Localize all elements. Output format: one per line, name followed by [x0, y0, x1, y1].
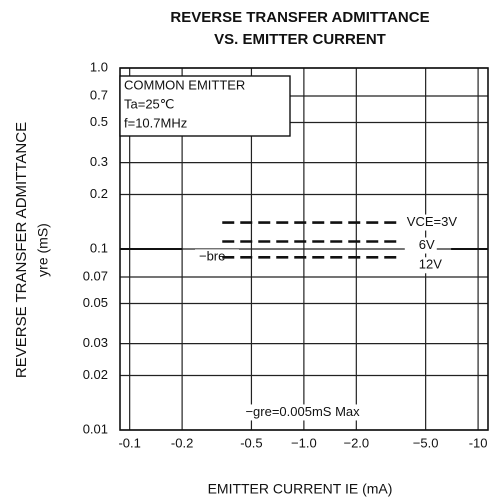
y-tick-label: 0.05 — [83, 295, 108, 310]
y-tick-label: 0.1 — [90, 240, 108, 255]
x-tick-label: −5.0 — [413, 435, 439, 450]
x-tick-label: -0.5 — [240, 435, 262, 450]
y-tick-label: 1.0 — [90, 59, 108, 74]
annotation: −gre=0.005mS Max — [245, 404, 360, 419]
legend-bg — [404, 237, 437, 254]
legend-bg — [404, 257, 437, 274]
condition-text: f=10.7MHz — [124, 115, 187, 130]
annotation-bg — [243, 404, 424, 421]
x-tick-label: -10 — [469, 435, 488, 450]
x-tick-label: −1.0 — [291, 435, 317, 450]
annotation: −bre — [199, 249, 225, 264]
condition-text: Ta=25℃ — [124, 96, 174, 111]
y-tick-label: 0.07 — [83, 268, 108, 283]
legend-label: 6V — [419, 237, 435, 252]
conditions-box — [119, 75, 291, 137]
x-tick-label: -0.2 — [171, 435, 193, 450]
y-tick-label: 0.03 — [83, 335, 108, 350]
y-axis-label: yre (mS) — [35, 223, 51, 277]
x-tick-label: -0.1 — [118, 435, 140, 450]
chart-title: VS. EMITTER CURRENT — [214, 31, 386, 48]
x-axis-label: EMITTER CURRENT IE (mA) — [208, 481, 393, 497]
y-axis-label: REVERSE TRANSFER ADMITTANCE — [13, 122, 30, 378]
annotation-bg — [194, 249, 239, 266]
chart-title: REVERSE TRANSFER ADMITTANCE — [170, 9, 429, 26]
x-tick-label: −2.0 — [343, 435, 369, 450]
y-tick-label: 0.01 — [83, 421, 108, 436]
y-tick-label: 0.5 — [90, 114, 108, 129]
y-tick-label: 0.02 — [83, 367, 108, 382]
legend-label: 12V — [419, 257, 442, 272]
legend-label: VCE=3V — [407, 214, 458, 229]
y-tick-label: 0.3 — [90, 154, 108, 169]
y-tick-label: 0.2 — [90, 186, 108, 201]
legend-bg — [404, 214, 457, 231]
y-tick-label: 0.7 — [90, 87, 108, 102]
condition-text: COMMON EMITTER — [124, 77, 245, 92]
